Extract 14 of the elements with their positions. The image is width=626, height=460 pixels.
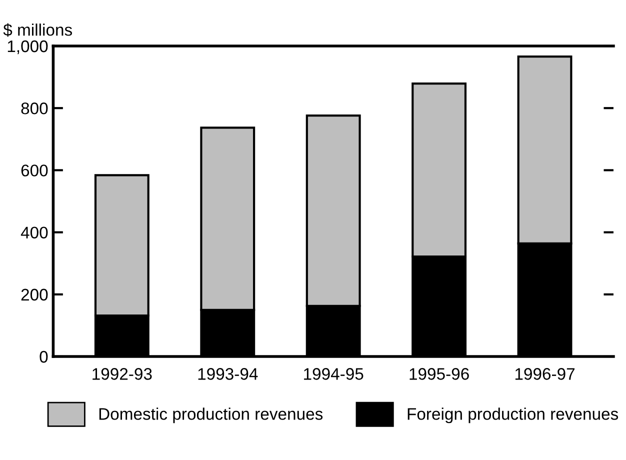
legend-label: Foreign production revenues xyxy=(408,408,618,424)
y-tick-label: 1,000 xyxy=(8,40,48,54)
y-tick-label: 600 xyxy=(21,164,48,176)
x-tick-label: 1995-96 xyxy=(410,368,469,380)
legend-label: Domestic production revenues xyxy=(99,408,323,424)
y-tick-label: 0 xyxy=(40,350,48,363)
x-tick-label: 1994-95 xyxy=(304,368,364,380)
y-tick-label: 800 xyxy=(21,102,48,114)
x-tick-label: 1992-93 xyxy=(92,368,152,380)
y-tick-label: 400 xyxy=(20,226,48,239)
x-tick-label: 1993-94 xyxy=(198,368,258,380)
y-axis-title: $ millions xyxy=(3,23,72,37)
y-tick-label: 200 xyxy=(21,288,48,301)
x-tick-label: 1996-97 xyxy=(515,368,575,380)
